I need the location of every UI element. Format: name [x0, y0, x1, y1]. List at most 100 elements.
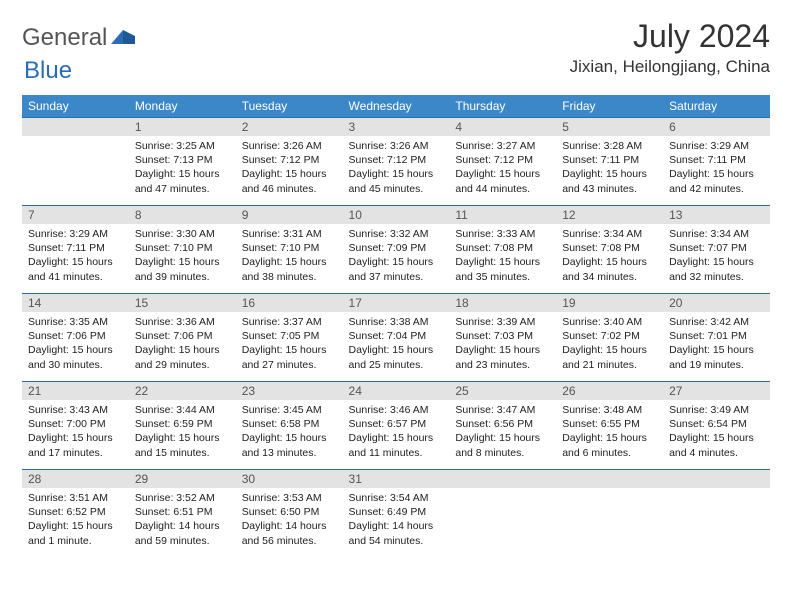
day-details: Sunrise: 3:46 AMSunset: 6:57 PMDaylight:…: [343, 400, 450, 463]
month-title: July 2024: [570, 18, 770, 55]
day-details: Sunrise: 3:49 AMSunset: 6:54 PMDaylight:…: [663, 400, 770, 463]
calendar-cell: 19Sunrise: 3:40 AMSunset: 7:02 PMDayligh…: [556, 294, 663, 382]
day-number: 2: [236, 118, 343, 136]
day-details: Sunrise: 3:30 AMSunset: 7:10 PMDaylight:…: [129, 224, 236, 287]
calendar-cell: [663, 470, 770, 558]
day-number: 13: [663, 206, 770, 224]
day-number: 4: [449, 118, 556, 136]
day-details: Sunrise: 3:45 AMSunset: 6:58 PMDaylight:…: [236, 400, 343, 463]
day-number: 27: [663, 382, 770, 400]
calendar-cell: 26Sunrise: 3:48 AMSunset: 6:55 PMDayligh…: [556, 382, 663, 470]
calendar-cell: 28Sunrise: 3:51 AMSunset: 6:52 PMDayligh…: [22, 470, 129, 558]
logo-text-blue: Blue: [24, 57, 72, 84]
calendar-week-row: 28Sunrise: 3:51 AMSunset: 6:52 PMDayligh…: [22, 470, 770, 558]
day-details: Sunrise: 3:38 AMSunset: 7:04 PMDaylight:…: [343, 312, 450, 375]
weekday-header: Monday: [129, 95, 236, 118]
weekday-header: Sunday: [22, 95, 129, 118]
day-details: Sunrise: 3:37 AMSunset: 7:05 PMDaylight:…: [236, 312, 343, 375]
logo: General: [22, 18, 139, 52]
calendar-cell: 14Sunrise: 3:35 AMSunset: 7:06 PMDayligh…: [22, 294, 129, 382]
day-details: Sunrise: 3:44 AMSunset: 6:59 PMDaylight:…: [129, 400, 236, 463]
day-number: 19: [556, 294, 663, 312]
day-details: Sunrise: 3:48 AMSunset: 6:55 PMDaylight:…: [556, 400, 663, 463]
calendar-cell: [449, 470, 556, 558]
day-details: Sunrise: 3:47 AMSunset: 6:56 PMDaylight:…: [449, 400, 556, 463]
day-number: 12: [556, 206, 663, 224]
day-number-empty: [449, 470, 556, 488]
calendar-cell: 18Sunrise: 3:39 AMSunset: 7:03 PMDayligh…: [449, 294, 556, 382]
day-details: Sunrise: 3:34 AMSunset: 7:08 PMDaylight:…: [556, 224, 663, 287]
weekday-header: Saturday: [663, 95, 770, 118]
calendar-cell: 22Sunrise: 3:44 AMSunset: 6:59 PMDayligh…: [129, 382, 236, 470]
day-details: Sunrise: 3:39 AMSunset: 7:03 PMDaylight:…: [449, 312, 556, 375]
calendar-cell: 13Sunrise: 3:34 AMSunset: 7:07 PMDayligh…: [663, 206, 770, 294]
calendar-cell: 30Sunrise: 3:53 AMSunset: 6:50 PMDayligh…: [236, 470, 343, 558]
calendar-cell: 25Sunrise: 3:47 AMSunset: 6:56 PMDayligh…: [449, 382, 556, 470]
day-details: Sunrise: 3:26 AMSunset: 7:12 PMDaylight:…: [343, 136, 450, 199]
day-number: 8: [129, 206, 236, 224]
day-details: Sunrise: 3:28 AMSunset: 7:11 PMDaylight:…: [556, 136, 663, 199]
calendar-cell: 21Sunrise: 3:43 AMSunset: 7:00 PMDayligh…: [22, 382, 129, 470]
calendar-week-row: 1Sunrise: 3:25 AMSunset: 7:13 PMDaylight…: [22, 118, 770, 206]
calendar-cell: 2Sunrise: 3:26 AMSunset: 7:12 PMDaylight…: [236, 118, 343, 206]
day-number: 11: [449, 206, 556, 224]
day-details: Sunrise: 3:53 AMSunset: 6:50 PMDaylight:…: [236, 488, 343, 551]
calendar-cell: 4Sunrise: 3:27 AMSunset: 7:12 PMDaylight…: [449, 118, 556, 206]
weekday-header: Thursday: [449, 95, 556, 118]
day-number: 17: [343, 294, 450, 312]
logo-icon: [111, 26, 137, 51]
day-number-empty: [556, 470, 663, 488]
day-details: Sunrise: 3:35 AMSunset: 7:06 PMDaylight:…: [22, 312, 129, 375]
day-number: 24: [343, 382, 450, 400]
calendar-cell: 7Sunrise: 3:29 AMSunset: 7:11 PMDaylight…: [22, 206, 129, 294]
day-number-empty: [22, 118, 129, 136]
calendar-cell: 5Sunrise: 3:28 AMSunset: 7:11 PMDaylight…: [556, 118, 663, 206]
weekday-header: Tuesday: [236, 95, 343, 118]
day-number: 10: [343, 206, 450, 224]
day-details: Sunrise: 3:42 AMSunset: 7:01 PMDaylight:…: [663, 312, 770, 375]
day-details: Sunrise: 3:32 AMSunset: 7:09 PMDaylight:…: [343, 224, 450, 287]
calendar-cell: 1Sunrise: 3:25 AMSunset: 7:13 PMDaylight…: [129, 118, 236, 206]
day-details: Sunrise: 3:43 AMSunset: 7:00 PMDaylight:…: [22, 400, 129, 463]
calendar-table: SundayMondayTuesdayWednesdayThursdayFrid…: [22, 95, 770, 558]
day-number: 1: [129, 118, 236, 136]
day-details: Sunrise: 3:34 AMSunset: 7:07 PMDaylight:…: [663, 224, 770, 287]
calendar-cell: 16Sunrise: 3:37 AMSunset: 7:05 PMDayligh…: [236, 294, 343, 382]
calendar-cell: 3Sunrise: 3:26 AMSunset: 7:12 PMDaylight…: [343, 118, 450, 206]
day-number: 7: [22, 206, 129, 224]
calendar-cell: 17Sunrise: 3:38 AMSunset: 7:04 PMDayligh…: [343, 294, 450, 382]
day-number: 29: [129, 470, 236, 488]
calendar-cell: 20Sunrise: 3:42 AMSunset: 7:01 PMDayligh…: [663, 294, 770, 382]
calendar-body: 1Sunrise: 3:25 AMSunset: 7:13 PMDaylight…: [22, 118, 770, 558]
weekday-header-row: SundayMondayTuesdayWednesdayThursdayFrid…: [22, 95, 770, 118]
calendar-week-row: 21Sunrise: 3:43 AMSunset: 7:00 PMDayligh…: [22, 382, 770, 470]
day-number: 28: [22, 470, 129, 488]
calendar-cell: 24Sunrise: 3:46 AMSunset: 6:57 PMDayligh…: [343, 382, 450, 470]
day-details: Sunrise: 3:33 AMSunset: 7:08 PMDaylight:…: [449, 224, 556, 287]
day-details: Sunrise: 3:26 AMSunset: 7:12 PMDaylight:…: [236, 136, 343, 199]
day-details: Sunrise: 3:54 AMSunset: 6:49 PMDaylight:…: [343, 488, 450, 551]
day-number: 5: [556, 118, 663, 136]
calendar-cell: 8Sunrise: 3:30 AMSunset: 7:10 PMDaylight…: [129, 206, 236, 294]
day-number: 31: [343, 470, 450, 488]
day-details: Sunrise: 3:52 AMSunset: 6:51 PMDaylight:…: [129, 488, 236, 551]
day-details: Sunrise: 3:27 AMSunset: 7:12 PMDaylight:…: [449, 136, 556, 199]
calendar-cell: 6Sunrise: 3:29 AMSunset: 7:11 PMDaylight…: [663, 118, 770, 206]
logo-text-general: General: [22, 24, 107, 52]
calendar-cell: 23Sunrise: 3:45 AMSunset: 6:58 PMDayligh…: [236, 382, 343, 470]
calendar-cell: [556, 470, 663, 558]
day-number: 30: [236, 470, 343, 488]
calendar-cell: 10Sunrise: 3:32 AMSunset: 7:09 PMDayligh…: [343, 206, 450, 294]
day-details: Sunrise: 3:25 AMSunset: 7:13 PMDaylight:…: [129, 136, 236, 199]
day-number: 21: [22, 382, 129, 400]
calendar-cell: 9Sunrise: 3:31 AMSunset: 7:10 PMDaylight…: [236, 206, 343, 294]
day-details: Sunrise: 3:29 AMSunset: 7:11 PMDaylight:…: [22, 224, 129, 287]
weekday-header: Wednesday: [343, 95, 450, 118]
day-details: Sunrise: 3:29 AMSunset: 7:11 PMDaylight:…: [663, 136, 770, 199]
day-details: Sunrise: 3:51 AMSunset: 6:52 PMDaylight:…: [22, 488, 129, 551]
day-number: 9: [236, 206, 343, 224]
day-number: 14: [22, 294, 129, 312]
day-details: Sunrise: 3:40 AMSunset: 7:02 PMDaylight:…: [556, 312, 663, 375]
day-number: 26: [556, 382, 663, 400]
day-details: Sunrise: 3:31 AMSunset: 7:10 PMDaylight:…: [236, 224, 343, 287]
